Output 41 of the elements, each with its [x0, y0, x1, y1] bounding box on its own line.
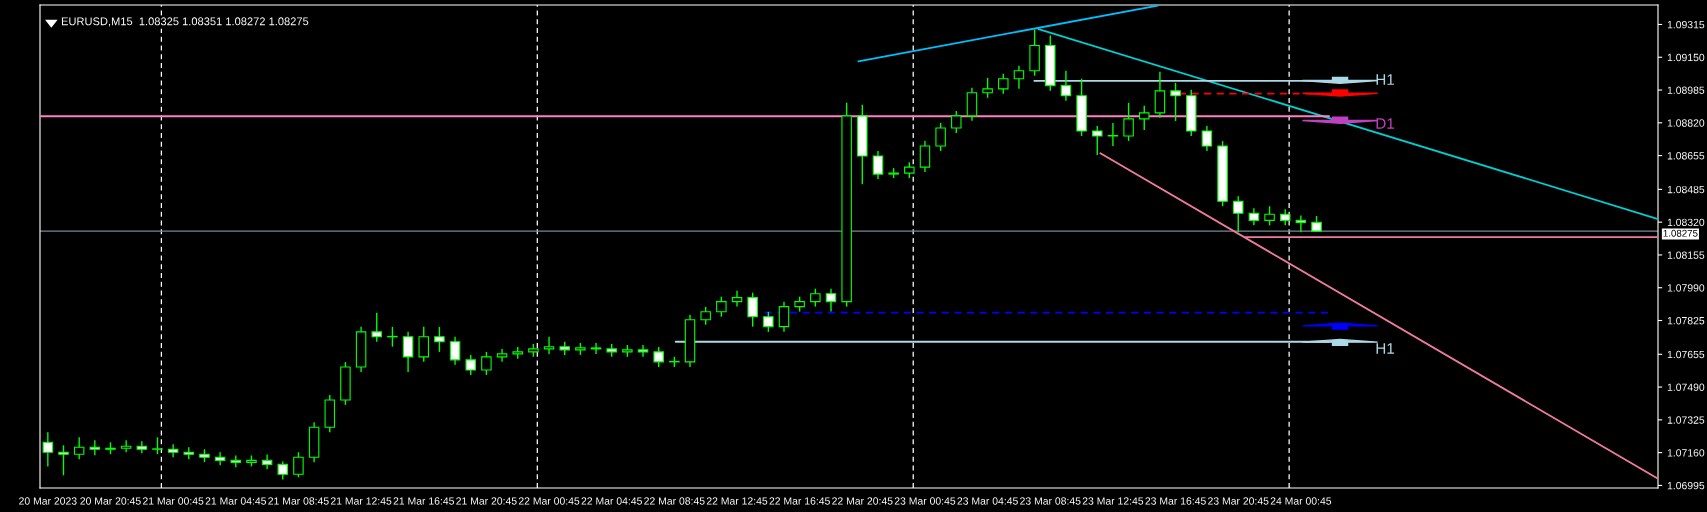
x-tick-label: 22 Mar 00:45: [518, 497, 580, 505]
x-tick-label: 23 Mar 08:45: [1020, 497, 1081, 505]
y-tick-label: 1.09150: [1667, 53, 1705, 62]
annotation: H1: [1376, 74, 1395, 85]
y-tick-label: 1.06995: [1667, 481, 1705, 490]
y-tick-label: 1.08320: [1667, 218, 1705, 227]
y-tick-label: 1.07490: [1667, 383, 1705, 391]
y-tick-label: 1.07655: [1667, 350, 1705, 359]
x-tick-label: 21 Mar 00:45: [142, 497, 204, 505]
y-tick-label: 1.09315: [1667, 20, 1705, 29]
x-tick-label: 23 Mar 00:45: [894, 497, 956, 505]
text: EURUSD,M15 1.08325 1.08351 1.08272 1.08275: [61, 17, 309, 27]
annotation: H1: [1376, 343, 1395, 354]
x-tick-label: 21 Mar 20:45: [456, 497, 517, 505]
x-tick-label: 22 Mar 20:45: [832, 497, 893, 505]
annotation: D1: [1376, 118, 1395, 129]
ref-line-label: 1.08275: [1663, 229, 1698, 237]
y-tick-label: 1.07160: [1667, 449, 1705, 457]
x-tick-label: 22 Mar 04:45: [581, 497, 642, 505]
y-tick-label: 1.07825: [1667, 317, 1705, 325]
x-tick-label: 21 Mar 12:45: [330, 497, 392, 505]
x-tick-label: 24 Mar 00:45: [1270, 497, 1332, 505]
x-tick-label: 22 Mar 08:45: [644, 497, 705, 505]
y-tick-label: 1.08155: [1667, 251, 1705, 259]
y-tick-label: 1.08820: [1667, 119, 1705, 127]
y-tick-label: 1.07325: [1667, 416, 1705, 424]
x-tick-label: 20 Mar 2023: [19, 497, 77, 505]
x-tick-label: 23 Mar 12:45: [1082, 497, 1144, 505]
x-tick-label: 23 Mar 20:45: [1208, 497, 1269, 505]
y-tick-label: 1.08655: [1667, 152, 1705, 160]
y-tick-label: 1.07990: [1667, 284, 1705, 292]
x-tick-label: 21 Mar 08:45: [268, 497, 329, 505]
x-tick-label: 23 Mar 04:45: [957, 497, 1018, 505]
y-tick-label: 1.08485: [1667, 185, 1705, 194]
x-tick-label: 22 Mar 12:45: [706, 497, 768, 505]
x-tick-label: 20 Mar 20:45: [80, 497, 141, 505]
x-tick-label: 22 Mar 16:45: [769, 497, 830, 505]
y-tick-label: 1.08985: [1667, 86, 1705, 94]
x-tick-label: 23 Mar 16:45: [1145, 497, 1206, 505]
x-tick-label: 21 Mar 16:45: [393, 497, 454, 505]
x-tick-label: 21 Mar 04:45: [205, 497, 267, 505]
